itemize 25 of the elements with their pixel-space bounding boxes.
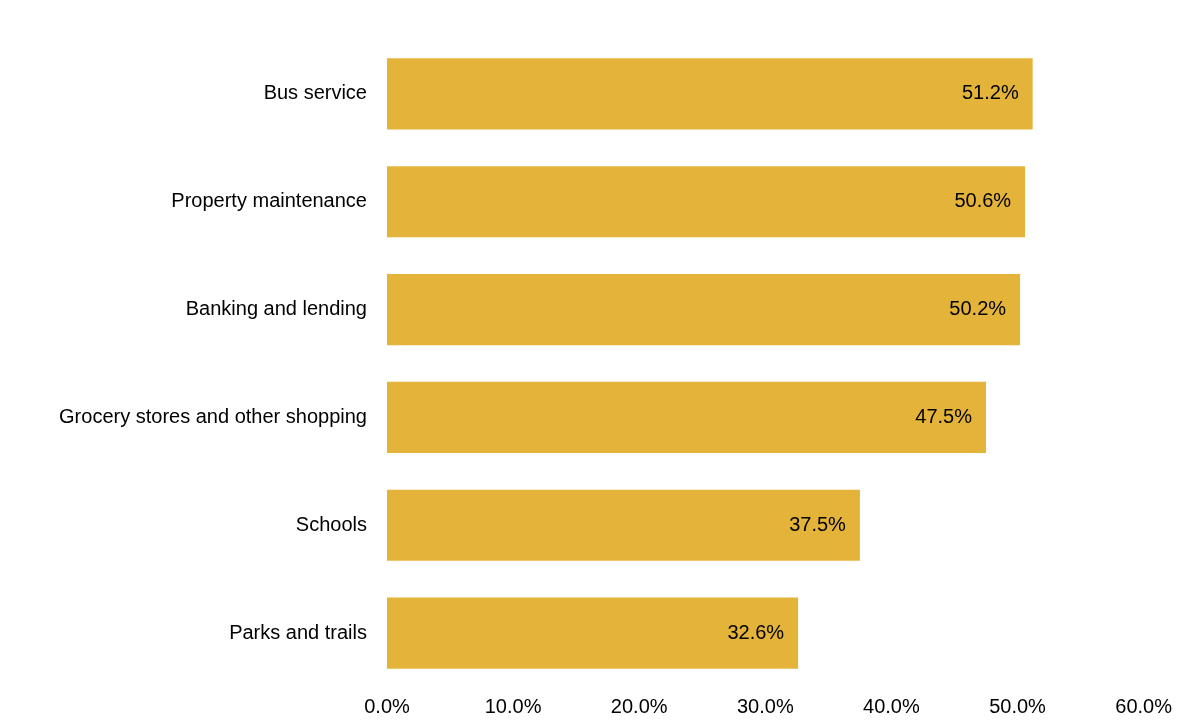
y-tick-label: Banking and lending — [185, 297, 367, 320]
data-label: 51.2% — [961, 81, 1019, 104]
y-tick-label: Bus service — [263, 81, 367, 104]
y-tick-label: Parks and trails — [229, 620, 367, 643]
bar — [387, 381, 987, 453]
data-label: 37.5% — [789, 512, 847, 535]
bar — [387, 597, 799, 669]
y-tick-label: Grocery stores and other shopping — [59, 404, 367, 427]
data-label: 50.6% — [954, 189, 1012, 212]
bar — [387, 58, 1033, 130]
x-tick-label: 20.0% — [610, 694, 668, 717]
x-tick-label: 0.0% — [364, 694, 411, 717]
bar — [387, 166, 1026, 238]
x-tick-label: 60.0% — [1115, 694, 1173, 717]
y-tick-label: Property maintenance — [171, 189, 367, 212]
data-label: 50.2% — [949, 297, 1007, 320]
x-tick-label: 50.0% — [989, 694, 1047, 717]
x-tick-label: 10.0% — [484, 694, 542, 717]
x-tick-label: 40.0% — [863, 694, 920, 717]
x-tick-label: 30.0% — [736, 694, 794, 717]
bar — [387, 274, 1021, 346]
data-label: 32.6% — [727, 620, 785, 643]
bar — [387, 489, 860, 561]
data-label: 47.5% — [915, 404, 973, 427]
y-tick-label: Schools — [295, 512, 367, 535]
